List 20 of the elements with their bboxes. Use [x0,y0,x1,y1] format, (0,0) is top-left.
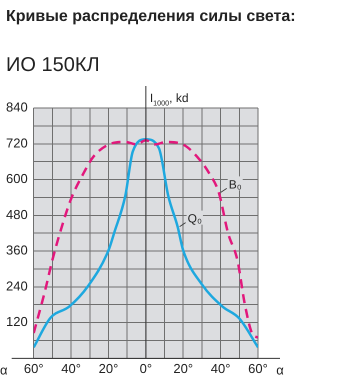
series-label: Q₀ [188,212,202,226]
y-tick-label: 360 [6,242,28,258]
chart-subtitle: ИО 150КЛ [5,53,101,78]
chart-title: Кривые распределения силы света: [5,7,297,27]
x-axis-title: α [276,362,284,378]
text: α [0,362,8,378]
y-tick-label: 600 [6,171,28,186]
y-tick-label: 720 [6,135,28,150]
y-tick-label: 840 [6,100,28,115]
x-tick-label: 0° [140,360,152,376]
x-tick-label: 20° [98,360,118,376]
x-tick-label: 60° [24,360,44,376]
x-tick-label: 60° [248,360,268,376]
x-tick-label: 40° [61,360,81,376]
x-tick-label: 40° [210,360,230,376]
y-tick-label: 480 [6,206,28,222]
y-tick-label: 120 [6,314,28,330]
series-label: B₀ [228,177,242,192]
x-tick-label: 20° [173,360,194,376]
y-tick-label: 240 [6,278,28,294]
